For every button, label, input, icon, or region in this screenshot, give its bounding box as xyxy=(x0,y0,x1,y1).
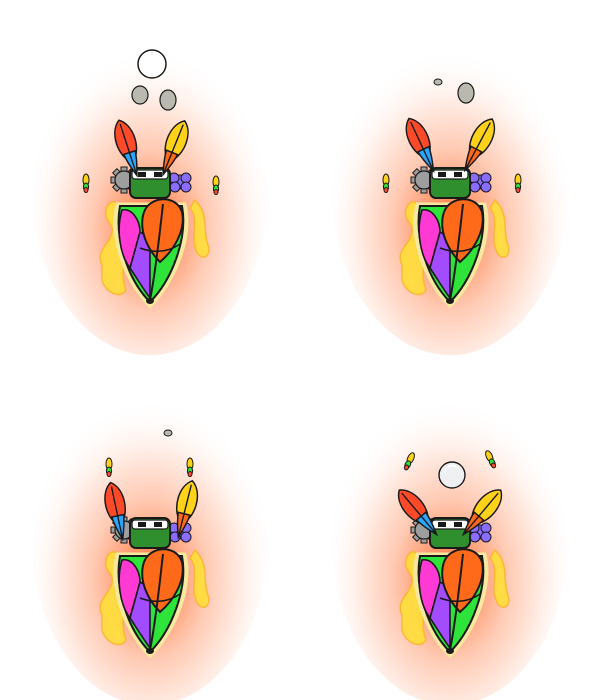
orange-shield xyxy=(141,198,184,264)
puff-ornament xyxy=(168,172,192,193)
body-seam xyxy=(439,593,481,603)
orange-shield xyxy=(441,548,484,614)
body-tip xyxy=(446,298,454,304)
orange-shield xyxy=(441,198,484,264)
feather-left xyxy=(405,117,435,174)
bubble-shine xyxy=(444,464,459,471)
head-band xyxy=(431,519,469,530)
feather-right xyxy=(461,489,503,537)
sprite-3 xyxy=(32,375,268,700)
feather-right xyxy=(175,479,199,540)
plume-right xyxy=(514,173,522,193)
eye-right xyxy=(454,172,462,177)
sprite-1 xyxy=(32,25,268,355)
feather-right xyxy=(463,118,496,173)
sprite-canvas-4 xyxy=(332,375,568,700)
plume-left xyxy=(82,173,90,193)
eye-left xyxy=(138,172,146,177)
orange-shield xyxy=(141,548,184,614)
sprite-frame-3 xyxy=(0,350,300,700)
sprite-frame-1 xyxy=(0,0,300,355)
feather-left xyxy=(114,119,138,178)
puff-ornament xyxy=(468,172,492,193)
puff-ornament xyxy=(468,522,492,543)
bubble-tiny xyxy=(163,429,173,437)
plume-right xyxy=(485,450,497,469)
plume-left xyxy=(382,173,390,193)
plume-right xyxy=(186,457,194,477)
bubble-medium xyxy=(131,85,149,105)
eye-left xyxy=(138,522,146,527)
plume-right xyxy=(212,175,220,195)
eye-left xyxy=(438,522,446,527)
bubble-medium-2 xyxy=(159,89,177,111)
eye-right xyxy=(154,172,162,177)
bubble-medium xyxy=(457,82,475,104)
feather-right xyxy=(162,120,189,177)
sprite-frame-4 xyxy=(300,350,600,700)
plume-left xyxy=(403,452,415,471)
feather-left xyxy=(104,481,126,542)
body-tip xyxy=(146,648,154,654)
eye-right xyxy=(454,522,462,527)
eye-right xyxy=(154,522,162,527)
plume-left xyxy=(105,457,113,477)
body-tip xyxy=(446,648,454,654)
head-band xyxy=(131,519,169,530)
feather-left xyxy=(397,489,439,537)
sprite-canvas-3 xyxy=(32,375,268,700)
bubble-small xyxy=(433,78,443,86)
bubble-large xyxy=(137,49,167,79)
sprite-canvas-2 xyxy=(332,25,568,355)
sprite-2 xyxy=(332,25,568,355)
body-tip xyxy=(146,298,154,304)
sprite-canvas-1 xyxy=(32,25,268,355)
sprite-4 xyxy=(332,375,568,700)
body-seam xyxy=(139,593,181,603)
eye-left xyxy=(438,172,446,177)
head-band xyxy=(431,169,469,180)
body-seam xyxy=(439,243,481,253)
sprite-frame-2 xyxy=(300,0,600,355)
body-seam xyxy=(139,243,181,253)
